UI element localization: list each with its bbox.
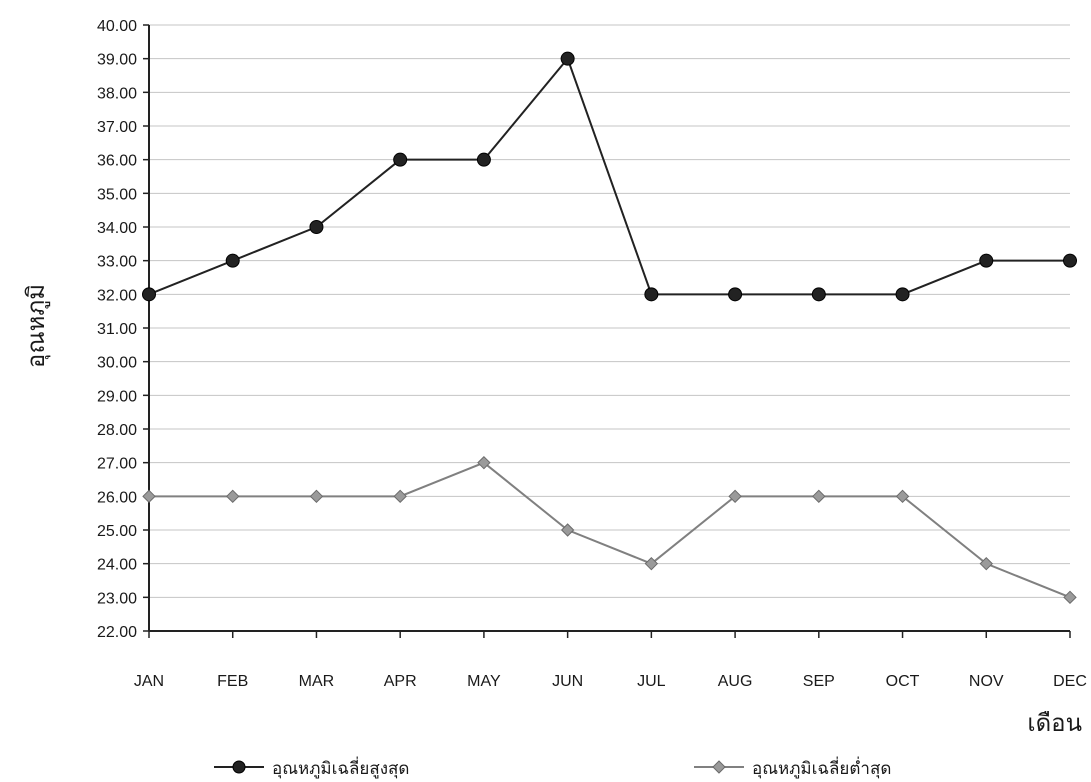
y-tick-label: 36.00 (97, 153, 137, 170)
data-point (728, 489, 742, 504)
data-point (895, 489, 910, 504)
x-tick-label: JUN (552, 673, 583, 690)
y-tick-label: 37.00 (97, 119, 137, 136)
tick-labels: 22.00 23.00 24.00 25.00 26.00 27.00 28.00 29.00… (97, 18, 1087, 690)
legend-label-max: อุณหภูมิเฉลี่ยสูงสุด (272, 756, 409, 779)
data-point (979, 253, 994, 268)
legend-marker-diamond (712, 760, 726, 774)
data-point (895, 287, 910, 302)
data-point (1063, 253, 1077, 268)
y-tick-label: 35.00 (97, 186, 137, 203)
data-point (477, 455, 491, 470)
data-point (979, 556, 993, 571)
data-point (309, 220, 324, 234)
grid-lines (149, 24, 1070, 598)
x-tick-label: NOV (969, 673, 1004, 690)
x-tick-label: JAN (134, 673, 164, 690)
legend: อุณหภูมิเฉลี่ยสูงสุด อุณหภูมิเฉลี่ยต่ำสุ… (214, 756, 891, 779)
x-tick-label: JUL (637, 673, 666, 690)
y-tick-label: 33.00 (97, 254, 137, 271)
x-axis-title: เดือน (1027, 709, 1082, 737)
x-tick-label: FEB (217, 673, 248, 690)
y-tick-label: 30.00 (97, 355, 137, 372)
data-point (560, 51, 575, 66)
data-point (393, 152, 408, 167)
data-point (560, 523, 575, 537)
x-tick-label: MAY (467, 673, 501, 690)
data-point (393, 489, 407, 504)
data-point (812, 489, 826, 504)
legend-item-max: อุณหภูมิเฉลี่ยสูงสุด (214, 756, 409, 779)
y-axis-title: อุณหภูมิ (22, 284, 51, 368)
x-tick-label: APR (384, 673, 417, 690)
y-tick-label: 34.00 (97, 220, 137, 237)
x-tick-label: SEP (803, 673, 835, 690)
series-line (149, 461, 1071, 599)
data-point (644, 556, 659, 571)
data-point (226, 489, 240, 504)
series-line (148, 56, 1070, 296)
data-point (225, 253, 240, 268)
y-tick-label: 22.00 (97, 624, 137, 641)
data-point (1063, 590, 1077, 605)
data-point (644, 287, 659, 302)
x-tick-label: DEC (1053, 673, 1087, 690)
x-tick-label: MAR (299, 673, 335, 690)
data-point (309, 489, 324, 504)
x-tick-label: AUG (718, 673, 753, 690)
legend-item-min: อุณหภูมิเฉลี่ยต่ำสุด (694, 756, 891, 779)
x-tick-label: OCT (886, 673, 920, 690)
y-tick-label: 32.00 (97, 287, 137, 304)
y-tick-label: 26.00 (97, 489, 137, 506)
y-tick-label: 27.00 (97, 456, 137, 473)
y-tick-label: 29.00 (97, 388, 137, 405)
legend-marker-circle (232, 760, 246, 774)
y-tick-label: 28.00 (97, 422, 137, 439)
data-point (476, 152, 491, 167)
y-tick-label: 39.00 (97, 52, 137, 69)
series-group (142, 51, 1077, 605)
y-tick-label: 40.00 (97, 18, 137, 35)
y-tick-label: 23.00 (97, 590, 137, 607)
y-tick-label: 31.00 (97, 321, 137, 338)
data-point (811, 287, 826, 302)
legend-label-min: อุณหภูมิเฉลี่ยต่ำสุด (752, 756, 891, 779)
y-tick-label: 25.00 (97, 523, 137, 540)
y-tick-label: 24.00 (97, 557, 137, 574)
data-point (142, 287, 156, 302)
data-point (728, 287, 743, 302)
y-tick-label: 38.00 (97, 85, 137, 102)
data-point (142, 489, 156, 504)
